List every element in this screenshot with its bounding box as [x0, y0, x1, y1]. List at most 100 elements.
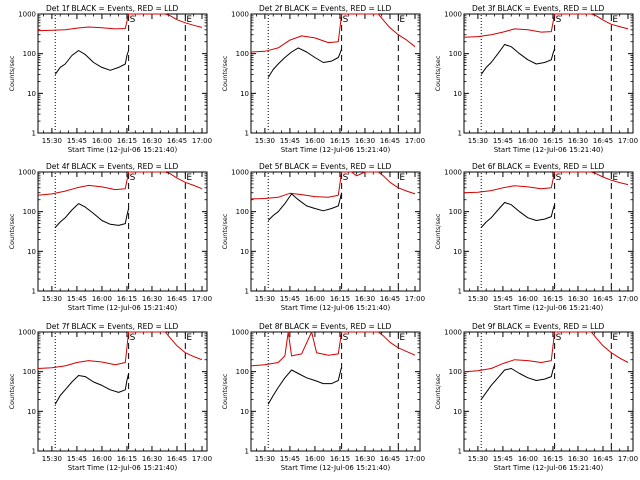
x-axis-label: Start Time (12-Jul-06 15:21:40) — [281, 464, 391, 472]
x-tick-label: 16:15 — [543, 137, 563, 145]
y-tick-label: 10 — [453, 248, 462, 256]
x-tick-label: 16:00 — [518, 295, 538, 303]
y-tick-label: 1 — [32, 130, 36, 138]
y-axis-label: Counts/sec — [434, 55, 442, 91]
y-axis-label: Counts/sec — [221, 55, 229, 91]
x-tick-label: 16:00 — [305, 137, 325, 145]
y-tick-label: 100 — [23, 50, 36, 58]
y-tick-label: 10 — [240, 408, 249, 416]
y-axis-label: Counts/sec — [221, 213, 229, 249]
y-tick-label: 1 — [245, 288, 249, 296]
y-tick-label: 1000 — [231, 329, 249, 337]
x-tick-label: 16:45 — [380, 455, 400, 463]
x-tick-label: 15:45 — [67, 295, 87, 303]
y-tick-label: 1 — [458, 130, 462, 138]
detector-panel-3: Det 3f BLACK = Events, RED = LLD 1 10 100 10… — [434, 4, 638, 154]
x-tick-label: 16:45 — [167, 295, 187, 303]
marker-label: E — [186, 173, 192, 183]
marker-label: E — [186, 333, 192, 343]
x-tick-label: 15:30 — [255, 455, 275, 463]
x-tick-label: 15:30 — [42, 295, 62, 303]
x-tick-label: 16:00 — [92, 455, 112, 463]
x-tick-label: 16:00 — [518, 455, 538, 463]
event-rate-line — [480, 364, 556, 400]
x-tick-label: 16:45 — [593, 455, 613, 463]
lld-rate-line — [463, 13, 629, 38]
marker-label: S — [343, 15, 349, 25]
lld-rate-line — [250, 13, 416, 53]
y-tick-label: 1 — [245, 130, 249, 138]
y-axis-label: Counts/sec — [8, 213, 16, 249]
x-axis-label: Start Time (12-Jul-06 15:21:40) — [68, 304, 178, 312]
detector-panel-4: Det 4f BLACK = Events, RED = LLD 1 10 100 10… — [8, 162, 212, 312]
event-rate-line — [480, 202, 556, 228]
x-tick-label: 16:00 — [518, 137, 538, 145]
x-tick-label: 15:30 — [42, 137, 62, 145]
panel-title: Det 2f BLACK = Events, RED = LLD — [259, 4, 392, 13]
y-tick-label: 1000 — [444, 169, 462, 177]
x-axis-label: Start Time (12-Jul-06 15:21:40) — [494, 304, 604, 312]
x-tick-label: 15:30 — [255, 295, 275, 303]
panel-title: Det 9f BLACK = Events, RED = LLD — [472, 322, 605, 331]
marker-label: S — [130, 15, 136, 25]
x-tick-label: 15:30 — [42, 455, 62, 463]
detector-panel-1: Det 1f BLACK = Events, RED = LLD 1 10 100 10… — [8, 4, 212, 154]
x-tick-label: 16:30 — [355, 137, 375, 145]
x-tick-label: 15:45 — [67, 455, 87, 463]
y-tick-label: 1000 — [18, 169, 36, 177]
lld-rate-line — [37, 171, 203, 196]
panel-title: Det 3f BLACK = Events, RED = LLD — [472, 4, 605, 13]
detector-panel-5: Det 5f BLACK = Events, RED = LLD 1 10 100 10… — [221, 162, 425, 312]
panel-title: Det 7f BLACK = Events, RED = LLD — [46, 322, 179, 331]
y-tick-label: 1 — [245, 448, 249, 456]
plot-frame — [250, 13, 421, 134]
x-axis-label: Start Time (12-Jul-06 15:21:40) — [494, 464, 604, 472]
y-tick-label: 100 — [236, 50, 249, 58]
y-tick-label: 1 — [458, 288, 462, 296]
marker-label: E — [612, 15, 618, 25]
x-tick-label: 16:30 — [142, 295, 162, 303]
x-tick-label: 16:45 — [167, 137, 187, 145]
y-tick-label: 10 — [240, 90, 249, 98]
y-tick-label: 1 — [458, 448, 462, 456]
x-axis-label: Start Time (12-Jul-06 15:21:40) — [281, 146, 391, 154]
x-tick-label: 17:00 — [405, 455, 425, 463]
marker-label: E — [399, 333, 405, 343]
y-tick-label: 10 — [27, 90, 36, 98]
x-axis-label: Start Time (12-Jul-06 15:21:40) — [68, 464, 178, 472]
x-tick-label: 16:00 — [305, 295, 325, 303]
y-tick-label: 100 — [236, 368, 249, 376]
marker-label: S — [130, 173, 136, 183]
detector-panel-9: Det 9f BLACK = Events, RED = LLD 1 10 100 10… — [434, 322, 638, 472]
y-tick-label: 1000 — [18, 11, 36, 19]
x-tick-label: 16:15 — [543, 295, 563, 303]
y-axis-label: Counts/sec — [221, 373, 229, 409]
x-tick-label: 16:15 — [330, 137, 350, 145]
detector-panel-8: Det 8f BLACK = Events, RED = LLD 1 10 100 10… — [221, 322, 425, 472]
x-tick-label: 15:45 — [493, 295, 513, 303]
x-tick-label: 16:00 — [305, 455, 325, 463]
y-tick-label: 1 — [32, 288, 36, 296]
x-tick-label: 16:30 — [568, 137, 588, 145]
x-tick-label: 16:15 — [117, 295, 137, 303]
event-rate-line — [54, 373, 130, 405]
y-tick-label: 100 — [449, 50, 462, 58]
x-tick-label: 16:00 — [92, 295, 112, 303]
panel-title: Det 6f BLACK = Events, RED = LLD — [472, 162, 605, 171]
marker-label: E — [399, 15, 405, 25]
y-tick-label: 100 — [23, 368, 36, 376]
x-tick-label: 16:45 — [593, 295, 613, 303]
detector-panel-2: Det 2f BLACK = Events, RED = LLD 1 10 100 10… — [221, 4, 425, 154]
x-tick-label: 16:45 — [380, 137, 400, 145]
panel-title: Det 1f BLACK = Events, RED = LLD — [46, 4, 179, 13]
plot-frame — [463, 171, 634, 292]
x-tick-label: 15:30 — [255, 137, 275, 145]
plot-frame — [250, 331, 421, 452]
event-rate-line — [267, 366, 343, 405]
x-tick-label: 16:15 — [330, 455, 350, 463]
x-axis-label: Start Time (12-Jul-06 15:21:40) — [281, 304, 391, 312]
marker-label: S — [556, 15, 562, 25]
y-tick-label: 1000 — [18, 329, 36, 337]
x-tick-label: 16:00 — [92, 137, 112, 145]
event-rate-line — [54, 203, 130, 228]
